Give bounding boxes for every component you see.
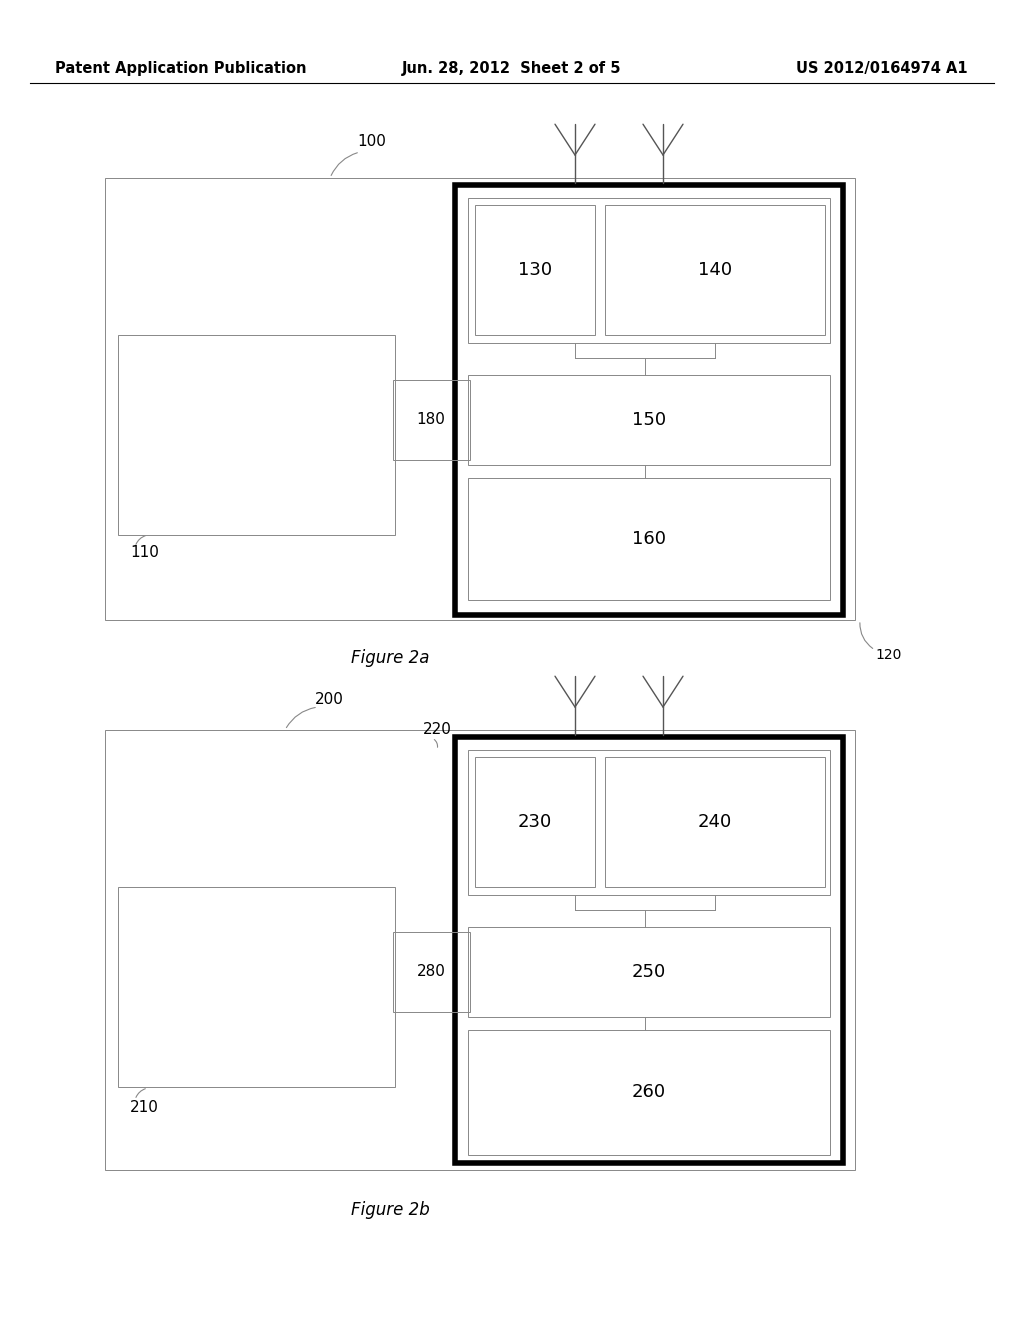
Text: 280: 280 [417, 965, 445, 979]
Text: Figure 2a: Figure 2a [351, 649, 429, 667]
Text: 110: 110 [130, 545, 159, 560]
Text: 200: 200 [315, 693, 344, 708]
Bar [605, 205, 825, 335]
Bar [118, 887, 395, 1086]
Bar [468, 750, 830, 895]
Bar [468, 1030, 830, 1155]
Text: 220: 220 [423, 722, 452, 738]
Bar [105, 730, 855, 1170]
Bar [468, 927, 830, 1016]
Bar [475, 756, 595, 887]
Text: 260: 260 [632, 1082, 666, 1101]
Text: US 2012/0164974 A1: US 2012/0164974 A1 [797, 61, 968, 75]
Bar [455, 185, 843, 615]
Bar [118, 335, 395, 535]
Text: 150: 150 [632, 411, 666, 429]
Text: 240: 240 [698, 813, 732, 832]
Text: Figure 2b: Figure 2b [350, 1201, 429, 1218]
Text: 100: 100 [357, 135, 386, 149]
Text: 250: 250 [632, 964, 667, 981]
Text: 210: 210 [130, 1100, 159, 1115]
Text: 180: 180 [417, 412, 445, 428]
Bar [468, 478, 830, 601]
Bar [393, 380, 470, 459]
Text: 120: 120 [874, 648, 901, 663]
Text: 140: 140 [698, 261, 732, 279]
Text: 230: 230 [518, 813, 552, 832]
Bar [455, 737, 843, 1163]
Bar [468, 375, 830, 465]
Bar [105, 178, 855, 620]
Text: 160: 160 [632, 531, 666, 548]
Bar [393, 932, 470, 1012]
Bar [468, 198, 830, 343]
Text: Jun. 28, 2012  Sheet 2 of 5: Jun. 28, 2012 Sheet 2 of 5 [402, 61, 622, 75]
Text: Patent Application Publication: Patent Application Publication [55, 61, 306, 75]
Text: 130: 130 [518, 261, 552, 279]
Bar [475, 205, 595, 335]
Bar [605, 756, 825, 887]
